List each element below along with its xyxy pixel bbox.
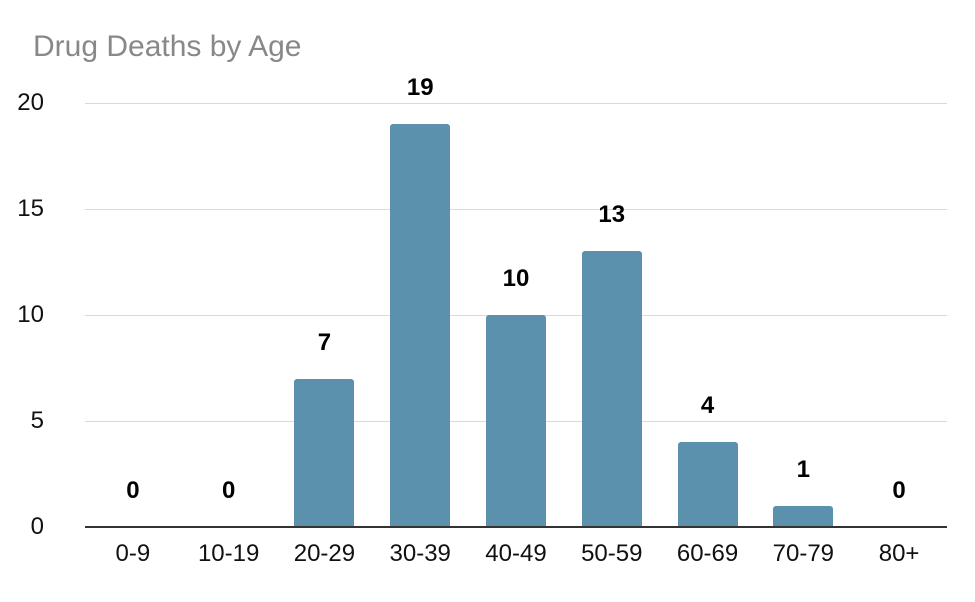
x-tick-label-20-29: 20-29: [293, 540, 356, 567]
x-tick-label-10-19: 10-19: [197, 540, 260, 567]
band-60-69: 4: [660, 103, 756, 527]
value-label-10-19: 0: [221, 477, 236, 504]
y-tick-label-20: 20: [17, 89, 44, 116]
band-20-29: 7: [277, 103, 373, 527]
band-80+: 0: [851, 103, 947, 527]
x-tick-label-70-79: 70-79: [772, 540, 835, 567]
y-tick-label-5: 5: [30, 407, 44, 434]
x-axis-line: [85, 526, 947, 528]
x-tick-label-60-69: 60-69: [676, 540, 739, 567]
x-tick-label-40-49: 40-49: [485, 540, 547, 567]
bar-30-39: [390, 124, 451, 527]
plot-area: 0 5 10 15 20 0 0 7 19 10 13 4 1 0 0-9 10-19 20-29 30-39…: [17, 76, 947, 567]
gridline-15: [85, 209, 947, 210]
value-label-80+: 0: [892, 477, 906, 504]
value-label-70-79: 1: [796, 455, 810, 483]
value-label-20-29: 7: [317, 328, 332, 356]
band-10-19: 0: [181, 103, 277, 527]
bar-50-59: [581, 251, 642, 527]
bar-20-29: [294, 378, 355, 527]
band-0-9: 0: [85, 103, 181, 527]
value-label-0-9: 0: [126, 477, 140, 504]
value-label-40-49: 10: [502, 265, 530, 292]
bar-40-49: [485, 315, 546, 527]
x-tick-label-30-39: 30-39: [389, 540, 451, 567]
y-tick-label-15: 15: [17, 195, 44, 222]
value-label-50-59: 13: [598, 201, 626, 229]
value-label-30-39: 19: [406, 74, 434, 102]
band-70-79: 1: [755, 103, 851, 527]
x-tick-label-80+: 80+: [878, 540, 920, 567]
y-tick-label-0: 0: [30, 513, 44, 540]
band-30-39: 19: [372, 76, 468, 527]
value-label-60-69: 4: [700, 392, 715, 420]
x-tick-label-50-59: 50-59: [581, 540, 643, 567]
chart-title: Drug Deaths by Age: [33, 30, 302, 63]
x-tick-label-0-9: 0-9: [115, 540, 151, 567]
gridline-20: [85, 103, 947, 104]
bar-60-69: [677, 442, 738, 527]
bar-70-79: [773, 505, 834, 527]
band-40-49: 10: [468, 103, 564, 527]
band-50-59: 13: [564, 103, 660, 527]
y-tick-label-10: 10: [17, 301, 44, 328]
